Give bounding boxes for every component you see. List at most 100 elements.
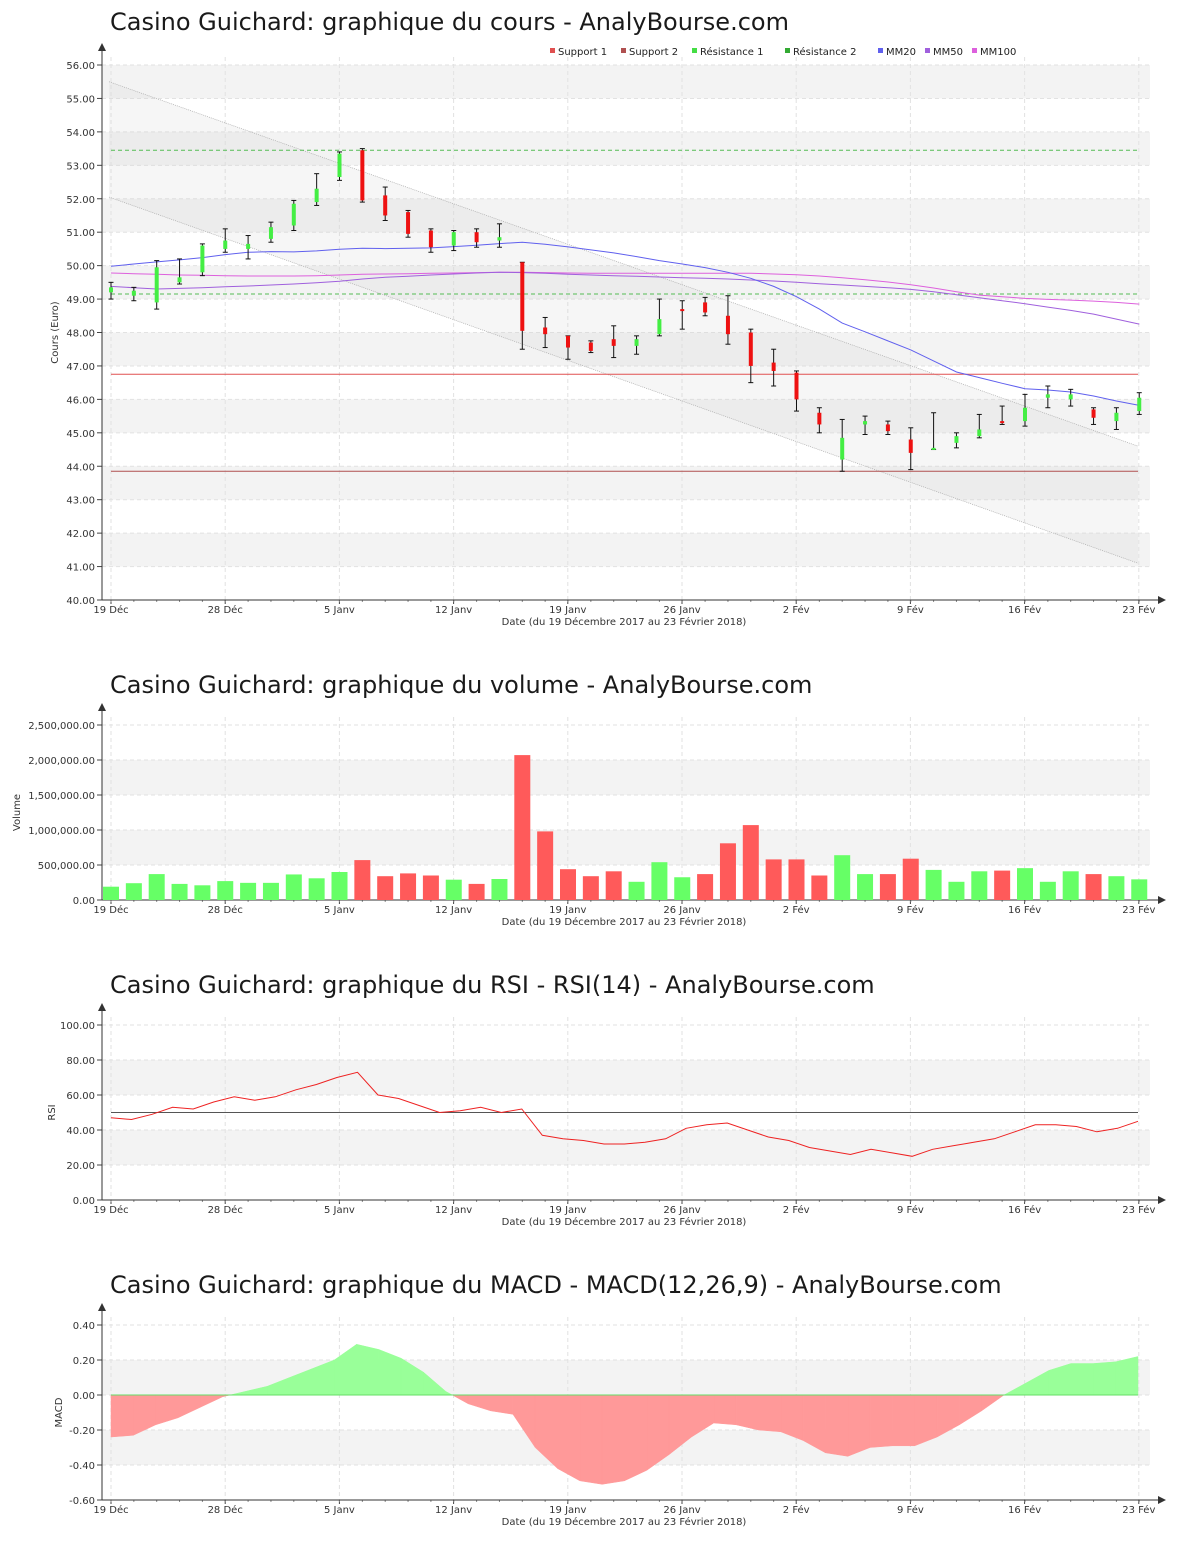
macd-area-negative [110,1394,134,1438]
candle-down [566,335,570,348]
y-tick-label: 1,500,000.00 [28,791,95,802]
volume-bar-down [742,825,759,900]
legend-item: Support 2 [629,47,678,58]
volume-x-axis-title: Date (du 19 Décembre 2017 au 23 Février … [502,916,747,928]
y-tick-label: 45.00 [66,429,95,440]
macd-chart-panel: Casino Guichard: graphique du MACD - MAC… [0,1260,1200,1545]
candle-up [1114,412,1119,422]
legend-swatch [925,48,930,53]
candle-up [154,267,159,303]
volume-y-axis-title: Volume [12,794,23,831]
volume-band [102,830,1150,865]
rsi-band [102,1060,1150,1095]
rsi-chart-panel: Casino Guichard: graphique du RSI - RSI(… [0,960,1200,1240]
x-tick-label: 12 Janv [435,905,472,916]
candle-up [291,203,296,226]
candle-up [954,436,959,443]
y-tick-label: -0.20 [69,1426,95,1437]
volume-bar-down [377,876,394,900]
macd-chart-title: Casino Guichard: graphique du MACD - MAC… [110,1271,1002,1299]
y-tick-label: 47.00 [66,362,95,373]
volume-bar-down [468,883,485,900]
rsi-y-axis-title: RSI [47,1104,58,1120]
macd-area-negative [959,1394,982,1426]
volume-bar-down [765,859,782,900]
volume-bar-up [171,883,188,900]
x-tick-label: 2 Fév [783,1204,810,1216]
candle-down [748,332,753,366]
x-tick-label: 5 Janv [324,1205,355,1216]
volume-bar-up [194,885,211,900]
macd-chart: 19 Déc 28 Déc 5 Janv 12 Janv 19 Janv 26 Janv 2… [54,1303,1166,1528]
x-tick-label: 16 Fév [1008,604,1041,616]
x-tick-label: 2 Fév [783,1504,810,1516]
rsi-chart-title: Casino Guichard: graphique du RSI - RSI(… [110,971,875,999]
volume-bar-down [560,869,576,900]
candle-up [1023,407,1027,422]
x-tick-label: 28 Déc [208,1504,243,1516]
y-tick-label: 46.00 [66,395,95,406]
volume-bar-up [674,877,691,900]
candle-down [360,150,365,201]
volume-bar-up [491,879,508,900]
price-y-axis-title: Cours (Euro) [50,301,61,364]
macd-area-negative [155,1394,179,1426]
x-tick-label: 9 Fév [897,604,924,616]
macd-area-negative [451,1394,469,1405]
x-tick-label: 9 Fév [897,1504,924,1516]
x-tick-label: 19 Déc [93,904,128,916]
x-tick-label: 2 Fév [783,904,810,916]
macd-area-positive [334,1343,357,1396]
x-tick-label: 2 Fév [783,604,810,616]
volume-bar-down [400,873,417,900]
candle-up [497,237,502,241]
volume-bar-down [1085,874,1102,900]
legend-swatch [878,48,883,53]
volume-bar-up [651,862,668,900]
x-tick-label: 16 Fév [1008,904,1041,916]
volume-bar-up [148,874,165,900]
candle-up [337,153,342,178]
y-tick-label: 55.00 [66,94,95,105]
legend-item: MM50 [933,47,963,58]
x-tick-label: 19 Janv [549,1205,586,1216]
y-tick-label: 2,500,000.00 [28,721,95,732]
x-tick-label: 26 Janv [663,1505,700,1516]
price-band [102,533,1150,567]
volume-bar-up [925,869,942,900]
candle-down [588,342,593,351]
x-tick-label: 12 Janv [435,605,472,616]
volume-band [102,760,1150,795]
trend-channel [109,81,1138,564]
x-tick-label: 19 Déc [93,604,128,616]
price-band [102,265,1150,300]
volume-bar-up [217,881,234,900]
candle-down [1091,409,1096,418]
price-band [102,399,1150,433]
rsi-x-arrow [1158,1196,1166,1204]
rsi-chart: 19 Déc 28 Déc 5 Janv 12 Janv 19 Janv 26 Janv 2… [47,1003,1166,1228]
x-tick-label: 19 Janv [549,1505,586,1516]
x-tick-label: 19 Déc [93,1204,128,1216]
volume-chart-title: Casino Guichard: graphique du volume - A… [110,671,813,699]
channel-lower-line [108,196,1139,564]
rsi-x-axis-title: Date (du 19 Décembre 2017 au 23 Février … [502,1216,747,1228]
candle-up [223,240,228,249]
macd-area-negative [914,1394,938,1447]
macd-area-negative [177,1394,201,1419]
rsi-band [102,1130,1150,1165]
price-chart-panel: Casino Guichard: graphique du cours - An… [0,0,1200,640]
y-tick-label: 0.20 [73,1356,95,1367]
x-tick-label: 19 Janv [549,905,586,916]
y-tick-label: 80.00 [66,1056,95,1067]
x-tick-label: 19 Déc [93,1504,128,1516]
macd-y-arrow [98,1303,106,1311]
candle-up [109,287,113,293]
legend-item: Résistance 2 [793,46,856,58]
y-tick-label: 0.40 [73,1321,95,1332]
x-tick-label: 23 Fév [1122,1504,1155,1516]
x-tick-label: 26 Janv [663,605,700,616]
x-tick-label: 19 Janv [549,605,586,616]
macd-area-positive [1070,1363,1094,1396]
candle-up [1137,397,1142,412]
